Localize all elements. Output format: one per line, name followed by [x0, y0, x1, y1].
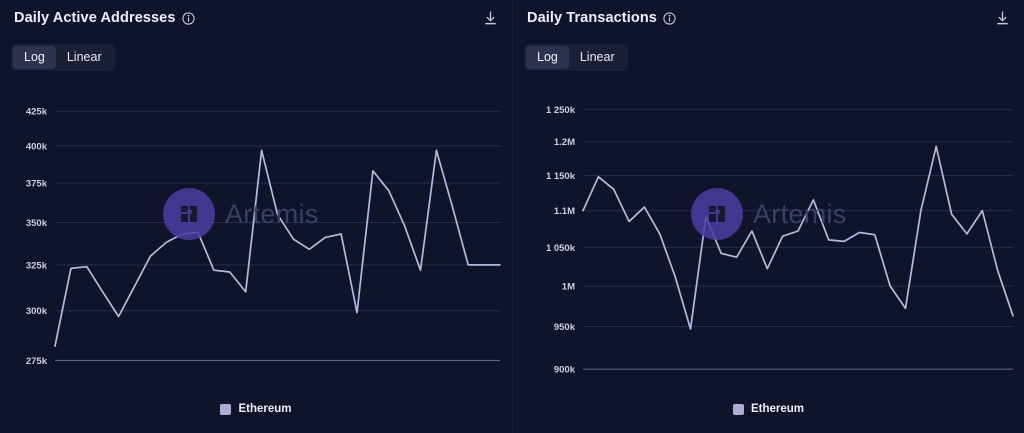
chart-plot-area: Artemis 1 250k 1.2M 1 150k 1.1M 1 050k 1M 950k… [513, 88, 1024, 376]
svg-text:1 250k: 1 250k [546, 105, 576, 116]
svg-text:375k: 375k [26, 178, 48, 189]
chart-plot-area: Artemis 425k400k375k350k325k300k275k2023… [0, 88, 512, 376]
page-title: Daily Active Addresses [14, 10, 176, 26]
svg-text:300k: 300k [26, 306, 48, 317]
scale-toggle-log[interactable]: Log [13, 46, 56, 69]
panel-header: Daily Active Addresses [14, 7, 500, 29]
panel-daily-active-addresses: Daily Active Addresses [0, 7, 512, 415]
chart-legend: Ethereum [513, 403, 1024, 415]
svg-text:900k: 900k [554, 365, 576, 376]
svg-text:1 150k: 1 150k [546, 171, 576, 182]
scale-toggle-log[interactable]: Log [526, 46, 569, 69]
svg-text:350k: 350k [26, 218, 48, 229]
line-chart-svg: 425k400k375k350k325k300k275k2023-05-0720… [26, 107, 501, 367]
legend-label-ethereum: Ethereum [238, 403, 292, 415]
svg-text:400k: 400k [26, 141, 48, 152]
scale-toggle[interactable]: Log Linear [11, 44, 115, 71]
svg-text:275k: 275k [26, 356, 48, 367]
panel-daily-transactions: Daily Transactions [512, 0, 1024, 433]
svg-text:325k: 325k [26, 260, 48, 271]
scale-toggle-linear[interactable]: Linear [56, 46, 113, 69]
download-icon[interactable] [480, 8, 500, 28]
svg-text:950k: 950k [554, 322, 576, 333]
scale-toggle-linear[interactable]: Linear [569, 46, 626, 69]
info-circle-icon[interactable] [181, 11, 195, 25]
svg-text:1 050k: 1 050k [546, 243, 576, 254]
legend-label-ethereum: Ethereum [750, 403, 805, 415]
svg-text:425k: 425k [26, 107, 48, 118]
legend-swatch-ethereum [220, 403, 232, 415]
info-circle-icon[interactable] [663, 11, 676, 25]
download-icon[interactable] [992, 8, 1012, 28]
svg-text:1.1M: 1.1M [554, 206, 575, 217]
panel-header: Daily Transactions [527, 7, 1012, 29]
page-title: Daily Transactions [527, 10, 657, 26]
legend-swatch-ethereum [732, 403, 744, 415]
svg-text:1M: 1M [562, 281, 575, 292]
scale-toggle[interactable]: Log Linear [524, 44, 628, 71]
chart-legend: Ethereum [0, 403, 512, 415]
svg-text:1.2M: 1.2M [554, 137, 575, 148]
